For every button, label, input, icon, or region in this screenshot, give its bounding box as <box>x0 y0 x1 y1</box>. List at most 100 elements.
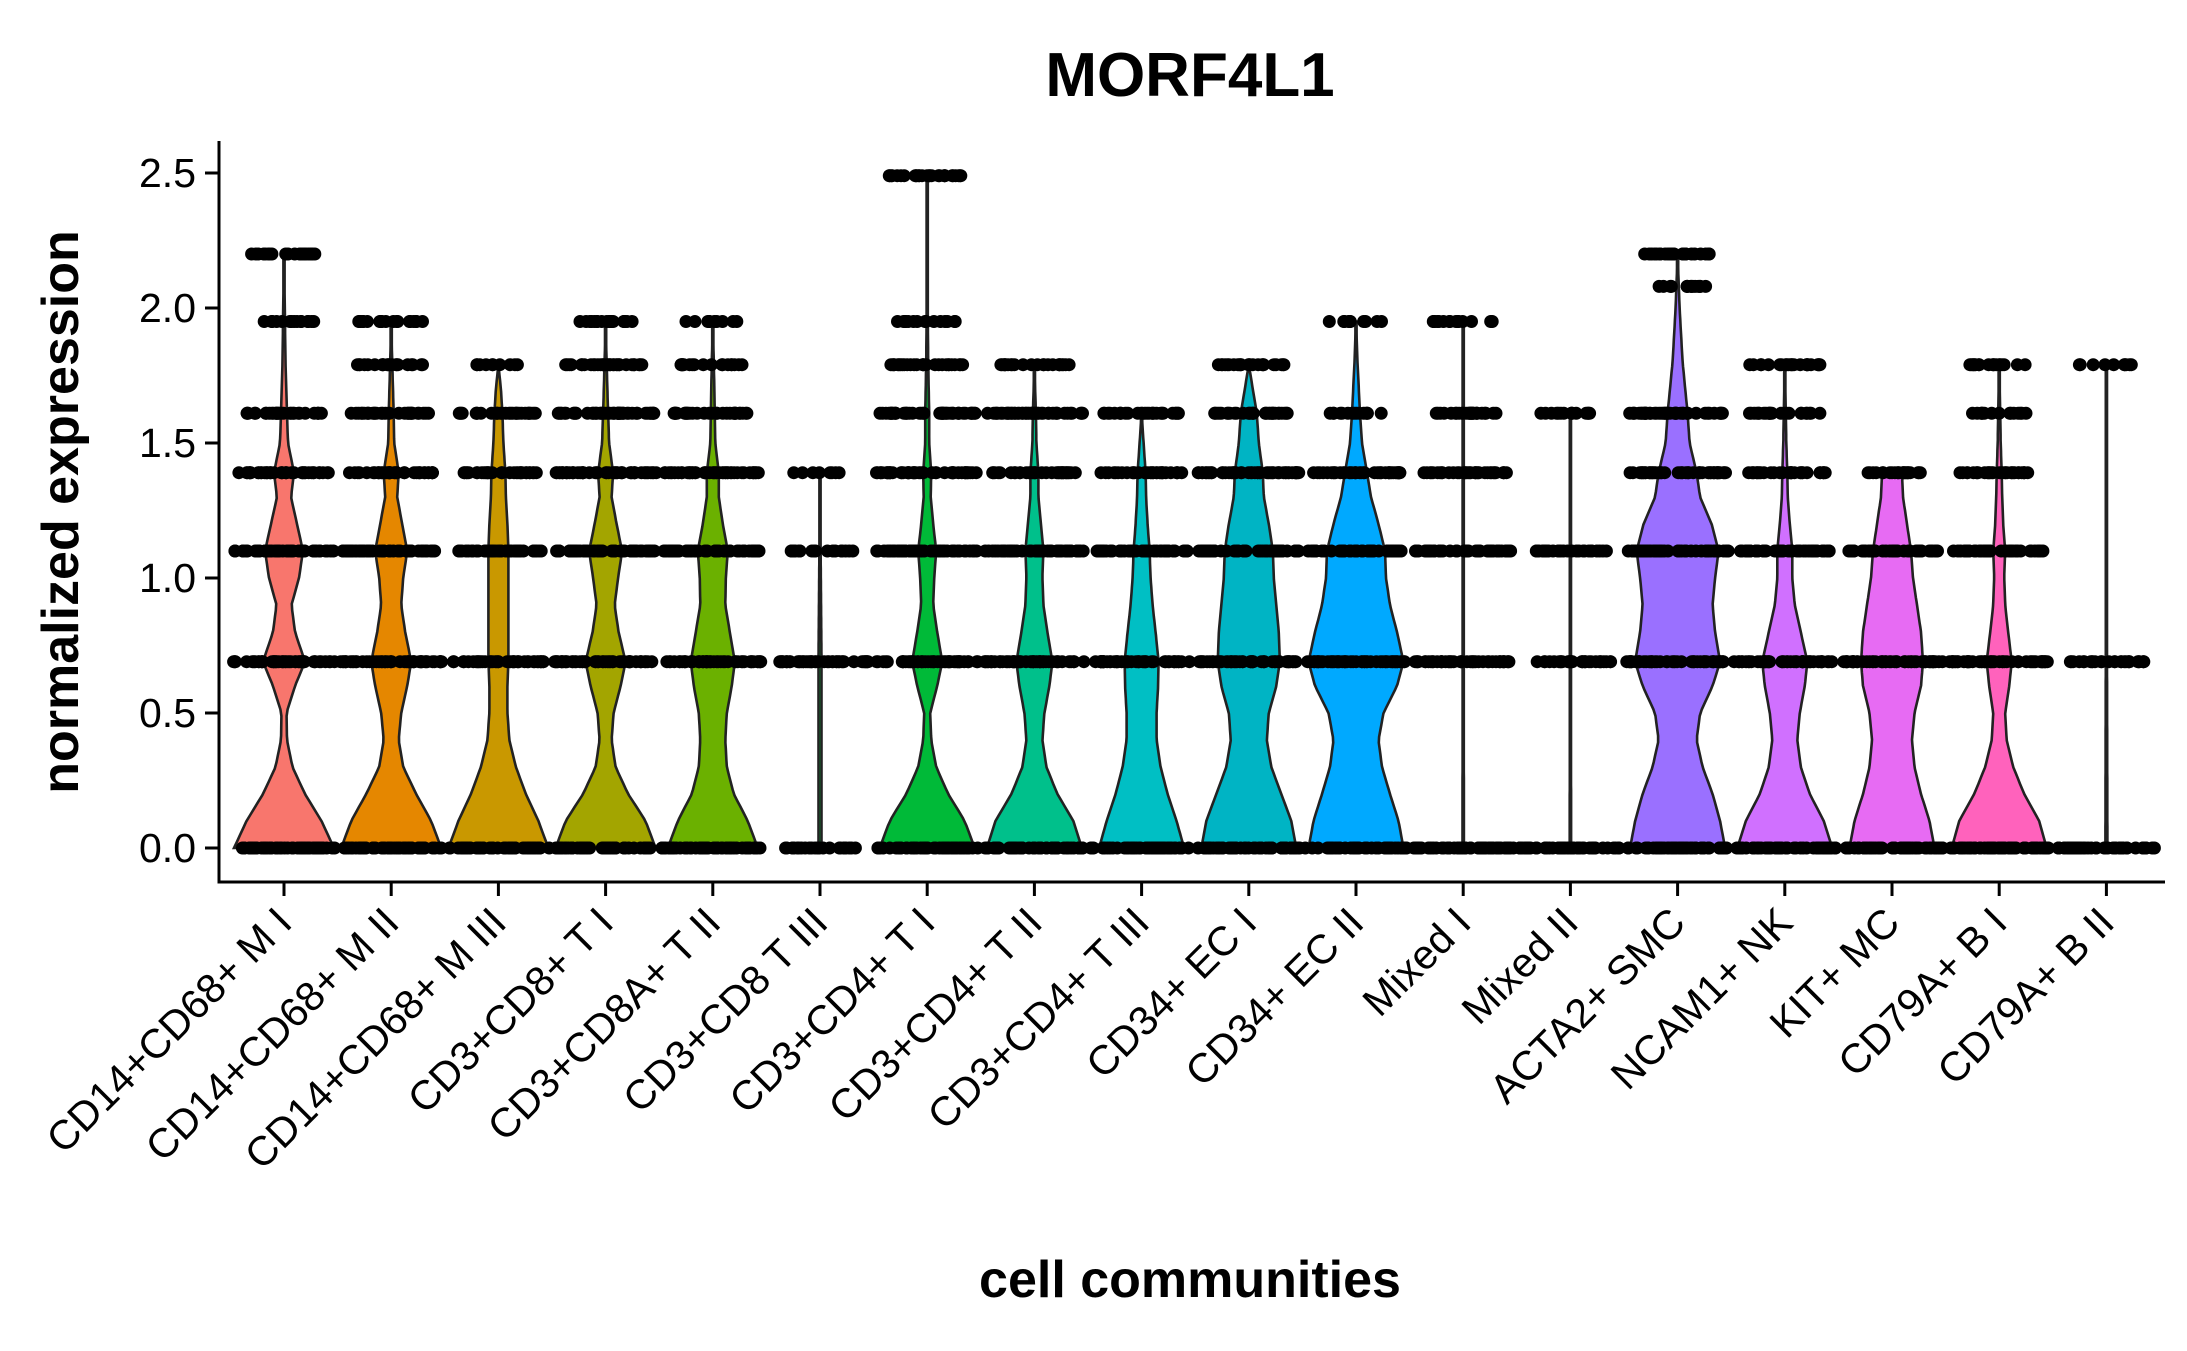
data-point <box>1364 544 1378 558</box>
data-point <box>1288 841 1302 855</box>
data-point <box>1626 406 1640 420</box>
jitter-points <box>1084 406 1196 855</box>
violin-shape <box>985 363 1084 850</box>
data-point <box>389 358 403 372</box>
data-point <box>1501 544 1515 558</box>
data-point <box>680 544 694 558</box>
data-point <box>2072 358 2086 372</box>
data-point <box>1564 655 1578 669</box>
data-point <box>2052 841 2066 855</box>
data-point <box>1001 544 1015 558</box>
data-point <box>1776 655 1789 669</box>
data-point <box>860 655 874 669</box>
data-point <box>443 841 456 855</box>
data-point <box>1837 655 1851 669</box>
data-point <box>1457 544 1471 558</box>
data-point <box>260 544 274 558</box>
data-point <box>948 358 962 372</box>
data-point <box>375 655 389 669</box>
data-point <box>2008 466 2022 480</box>
data-point <box>1754 358 1768 372</box>
data-point <box>462 466 476 480</box>
data-point <box>2136 841 2150 855</box>
data-point <box>927 315 941 328</box>
data-point <box>477 841 490 855</box>
data-point <box>403 315 416 328</box>
data-point <box>1637 655 1651 669</box>
data-point <box>1879 544 1893 558</box>
violin-group <box>339 320 444 850</box>
data-point <box>1337 544 1351 558</box>
data-point <box>1442 841 1456 855</box>
data-point <box>1811 841 1825 855</box>
data-point <box>239 544 253 558</box>
data-point <box>891 544 904 558</box>
data-point <box>1699 247 1713 261</box>
data-point <box>588 655 602 669</box>
data-point <box>573 315 587 328</box>
data-point <box>873 406 887 420</box>
data-point <box>295 466 309 480</box>
data-point <box>898 315 912 328</box>
data-point <box>255 655 269 669</box>
data-point <box>870 655 884 669</box>
data-point <box>749 466 763 480</box>
data-point <box>932 358 946 372</box>
data-point <box>353 841 367 855</box>
data-point <box>1275 406 1289 420</box>
violin-group <box>1949 363 2049 850</box>
data-point <box>1794 406 1808 420</box>
jitter-points <box>1943 358 2055 855</box>
data-point <box>1227 544 1241 558</box>
data-point <box>876 841 890 855</box>
data-point <box>1734 841 1748 855</box>
data-point <box>1917 655 1931 669</box>
data-point <box>1364 655 1378 669</box>
data-point <box>1129 655 1143 669</box>
data-point <box>294 315 308 328</box>
data-point <box>1842 544 1856 558</box>
data-point <box>1192 466 1206 480</box>
data-point <box>1424 841 1438 855</box>
data-point <box>1390 544 1404 558</box>
data-point <box>1322 315 1336 328</box>
data-point <box>460 841 474 855</box>
violin-group <box>1199 363 1298 850</box>
data-point <box>518 655 531 669</box>
data-point <box>1158 544 1172 558</box>
data-point <box>1650 841 1664 855</box>
data-point <box>419 406 433 420</box>
violin-shape <box>339 320 444 850</box>
data-point <box>1671 544 1685 558</box>
data-point <box>753 655 767 669</box>
data-point <box>1203 655 1217 669</box>
data-point <box>1977 406 1991 420</box>
jitter-points <box>773 466 875 855</box>
data-point <box>664 466 678 480</box>
data-point <box>644 466 658 480</box>
data-point <box>607 544 621 558</box>
data-point <box>1271 655 1284 669</box>
jitter-points <box>1298 315 1413 855</box>
data-point <box>1004 358 1018 372</box>
data-point <box>512 406 526 420</box>
data-point <box>259 406 273 420</box>
data-point <box>479 544 493 558</box>
data-point <box>1359 406 1373 420</box>
data-point <box>228 544 242 558</box>
data-point <box>1469 544 1483 558</box>
data-point <box>916 358 930 372</box>
data-point <box>466 544 480 558</box>
data-point <box>1961 655 1975 669</box>
data-point <box>663 655 677 669</box>
data-point <box>1988 841 2002 855</box>
jitter-points <box>870 169 985 855</box>
violin-shape <box>1199 363 1298 850</box>
data-point <box>1550 406 1564 420</box>
data-point <box>1913 466 1927 480</box>
data-point <box>494 544 508 558</box>
data-point <box>341 544 355 558</box>
y-axis: 0.0 0.5 1.0 1.5 2.0 2.5 <box>139 150 219 871</box>
data-point <box>605 315 618 328</box>
data-point <box>923 169 937 183</box>
